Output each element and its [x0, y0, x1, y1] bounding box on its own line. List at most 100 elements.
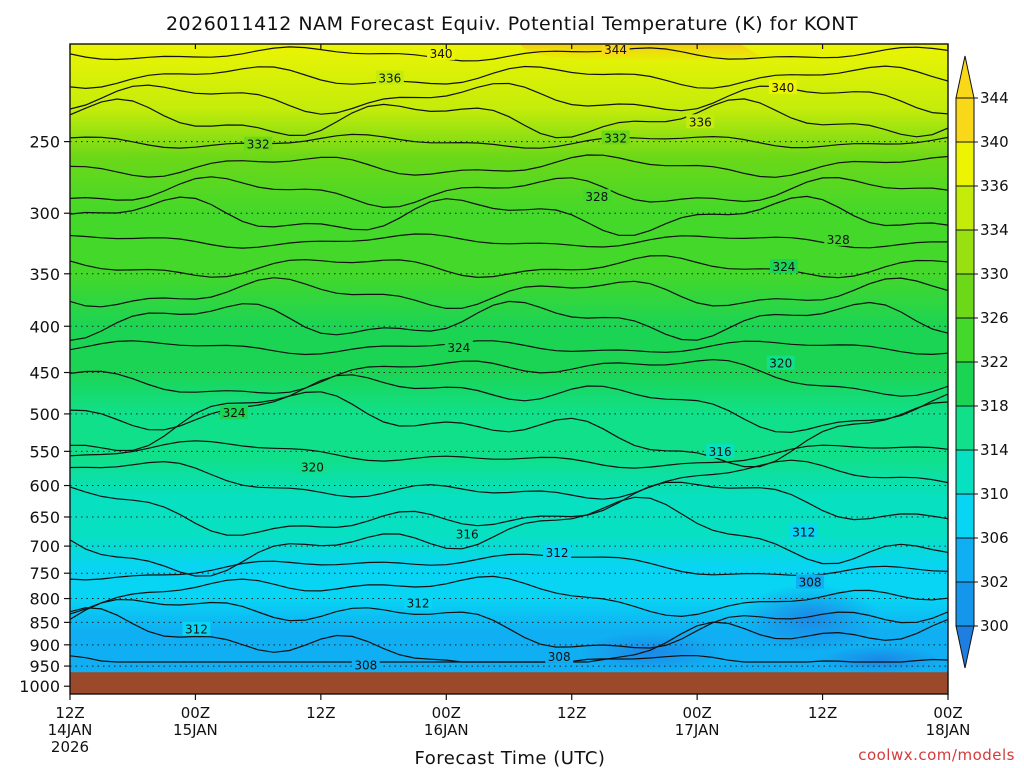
colorbar-swatch: [955, 141, 975, 187]
contour-label: 324: [223, 406, 246, 420]
contour-label-bg: [444, 340, 473, 355]
x-axis-label: Forecast Time (UTC): [415, 748, 606, 768]
colorbar-label: 310: [980, 485, 1009, 503]
colorbar-bottom-arrow: [955, 625, 975, 669]
colorbar-label: 334: [980, 221, 1009, 239]
contour-label: 308: [354, 659, 377, 673]
warm-patch: [520, 44, 760, 62]
colorbar-label: 340: [980, 133, 1009, 151]
y-tick-label: 500: [29, 405, 60, 424]
contour-label: 316: [709, 445, 732, 459]
colorbar-label: 318: [980, 397, 1009, 415]
x-tick-label: 16JAN: [424, 721, 469, 739]
contour-label-bg: [601, 130, 630, 145]
contour-line: [70, 82, 948, 115]
contour-line: [70, 440, 948, 469]
contour-label: 312: [546, 546, 569, 560]
y-tick-label: 300: [29, 204, 60, 223]
contour-label: 336: [378, 72, 401, 86]
contour-label-bg: [375, 70, 404, 85]
contour-label: 308: [799, 576, 822, 590]
contour-lines: [70, 46, 948, 663]
contour-line: [70, 154, 948, 178]
contour-line: [70, 233, 948, 249]
x-tick-label: 12Z: [306, 704, 335, 722]
contour-label-bg: [686, 114, 715, 129]
colorbar-swatch: [955, 493, 975, 539]
cold-core-1: [740, 584, 880, 652]
contour-label: 328: [827, 233, 850, 247]
contour-label: 320: [769, 357, 792, 371]
contour-label-bg: [769, 259, 798, 274]
colorbar-label: 322: [980, 353, 1009, 371]
contour-label-bg: [182, 621, 211, 636]
colorbar-swatch: [955, 185, 975, 231]
colorbar-swatch: [955, 449, 975, 495]
colorbar-swatch: [955, 229, 975, 275]
contour-labels: 344 340 340 336 336 332 332 328 328 324 324 324 320 3…: [182, 43, 853, 673]
contour-label: 312: [185, 623, 208, 637]
x-tick-label: 2026: [51, 738, 89, 756]
contour-label: 332: [604, 131, 627, 145]
y-tick-label: 550: [29, 442, 60, 461]
y-tick-label: 400: [29, 317, 60, 336]
contour-label: 320: [301, 460, 324, 474]
contour-label: 324: [447, 341, 470, 355]
contour-label: 308: [548, 650, 571, 664]
colorbar-swatch: [955, 537, 975, 583]
x-tick-label: 15JAN: [173, 721, 218, 739]
colorbar-swatch: [955, 273, 975, 319]
contour-line: [70, 277, 948, 310]
colorbar-swatch: [955, 405, 975, 451]
contour-line: [70, 598, 948, 649]
colorbar-label: 344: [980, 89, 1009, 107]
colorbar-label: 302: [980, 573, 1009, 591]
colorbar-label: 306: [980, 529, 1009, 547]
x-tick-label: 12Z: [55, 704, 84, 722]
contour-label-bg: [453, 526, 482, 541]
contour-label-bg: [545, 648, 574, 663]
x-tick-label: 18JAN: [926, 721, 971, 739]
y-tick-label: 800: [29, 590, 60, 609]
contour-line: [70, 481, 948, 536]
contour-label-bg: [220, 405, 249, 420]
y-tick-label: 850: [29, 613, 60, 632]
y-tick-label: 750: [29, 564, 60, 583]
contour-line: [70, 65, 948, 90]
contour-label: 344: [604, 43, 627, 57]
y-tick-label: 450: [29, 364, 60, 383]
x-tick-label: 12Z: [808, 704, 837, 722]
plot-area: 344 340 340 336 336 332 332 328 328 324 324 324 320 3…: [70, 43, 948, 694]
chart-title: 2026011412 NAM Forecast Equiv. Potential…: [166, 13, 858, 35]
contour-line: [70, 459, 948, 500]
y-tick-label: 350: [29, 265, 60, 284]
y-tick-label: 600: [29, 477, 60, 496]
contour-line: [70, 98, 948, 139]
contour-label-bg: [582, 189, 611, 204]
x-tick-label: 00Z: [682, 704, 711, 722]
x-tick-label: 17JAN: [675, 721, 720, 739]
pressure-axis: 250 300 350 400 450 500 550 600 650 700 750 800 850 9…: [19, 133, 70, 696]
contour-label-bg: [824, 231, 853, 246]
colorbar-label: 336: [980, 177, 1009, 195]
y-tick-label: 250: [29, 133, 60, 152]
credit: coolwx.com/models: [858, 746, 1015, 764]
contour-line: [70, 374, 948, 433]
x-tick-label: 14JAN: [48, 721, 93, 739]
contour-label-bg: [404, 595, 433, 610]
contour-label: 324: [772, 260, 795, 274]
contour-line: [70, 46, 948, 62]
contour-line: [70, 133, 948, 149]
y-tick-label: 900: [29, 636, 60, 655]
contour-label: 312: [407, 596, 430, 610]
contour-label: 332: [247, 138, 270, 152]
contour-label: 340: [430, 47, 453, 61]
contour-line: [70, 358, 948, 397]
contour-line: [70, 300, 948, 341]
contour-label-bg: [244, 136, 273, 151]
contour-label: 340: [771, 81, 794, 95]
cold-core-3: [820, 646, 940, 674]
contour-label-bg: [351, 657, 380, 672]
terrain: [70, 672, 948, 694]
